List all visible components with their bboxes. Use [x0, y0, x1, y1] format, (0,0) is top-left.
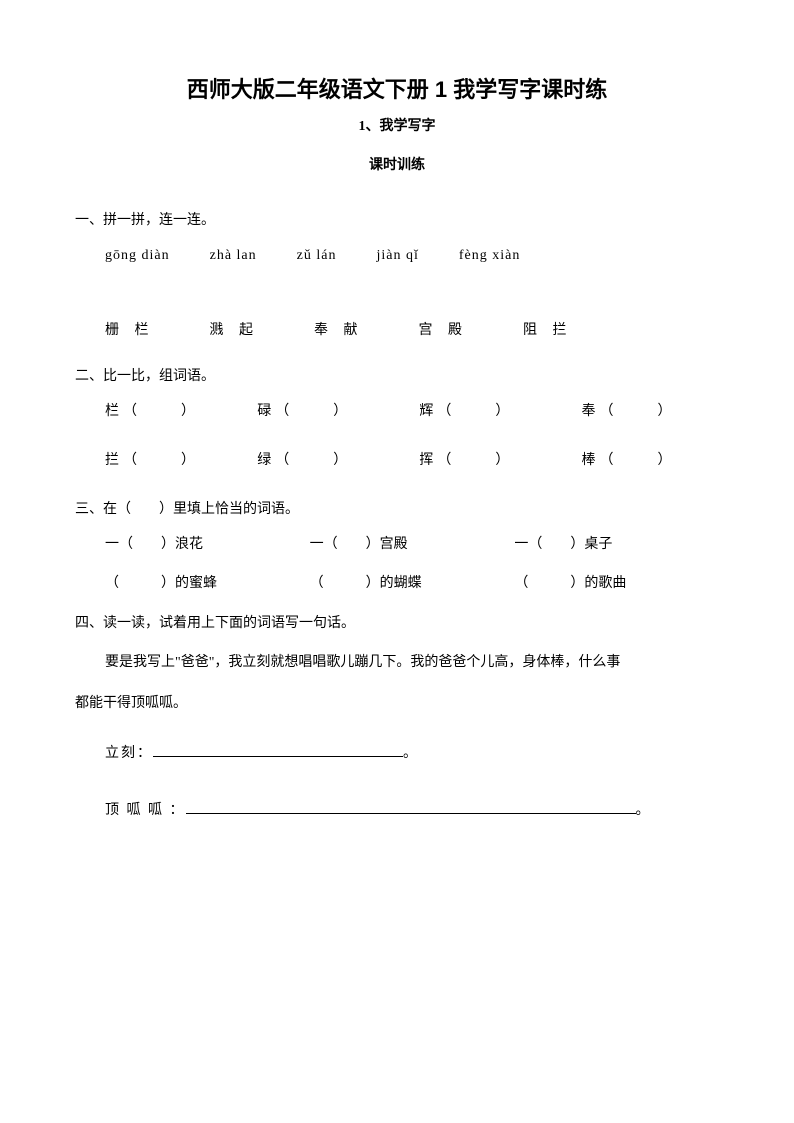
fill-item: （ ）的蝴蝶: [310, 571, 515, 596]
compare-item: 栏（）: [105, 399, 257, 424]
hanzi-4: 宫 殿: [419, 318, 469, 343]
period: 。: [403, 741, 417, 766]
pinyin-row: gōng diàn zhà lan zǔ lán jiàn qǐ fèng xi…: [75, 243, 719, 268]
main-title: 西师大版二年级语文下册 1 我学写字课时练: [75, 70, 719, 110]
compare-row-1: 栏（） 碌（） 辉（） 奉（）: [75, 399, 719, 424]
pinyin-3: zǔ lán: [297, 243, 337, 268]
subtitle: 1、我学写字: [75, 114, 719, 139]
compare-item: 棒（）: [581, 448, 719, 473]
subtitle2: 课时训练: [75, 153, 719, 178]
blank-label-2: 顶 呱 呱 ：: [105, 798, 186, 823]
blank-line-2: 顶 呱 呱 ： 。: [75, 798, 719, 823]
hanzi-5: 阻 拦: [523, 318, 573, 343]
fill-item: 一（ ）桌子: [514, 532, 719, 557]
paragraph-1: 要是我写上"爸爸"，我立刻就想唱唱歌儿蹦几下。我的爸爸个儿高，身体棒，什么事: [75, 646, 719, 680]
compare-item: 挥（）: [419, 448, 581, 473]
compare-item: 碌（）: [257, 399, 419, 424]
hanzi-1: 栅 栏: [105, 318, 155, 343]
fill-row-2: （ ）的蜜蜂 （ ）的蝴蝶 （ ）的歌曲: [75, 571, 719, 596]
fill-row-1: 一（ ）浪花 一（ ）宫殿 一（ ）桌子: [75, 532, 719, 557]
compare-row-2: 拦（） 绿（） 挥（） 棒（）: [75, 448, 719, 473]
fill-item: 一（ ）宫殿: [310, 532, 515, 557]
paragraph-2: 都能干得顶呱呱。: [75, 687, 719, 721]
section3-heading: 三、在（ ）里填上恰当的词语。: [75, 497, 719, 522]
blank-line-1: 立刻： 。: [75, 741, 719, 766]
pinyin-2: zhà lan: [210, 243, 257, 268]
pinyin-4: jiàn qǐ: [376, 243, 418, 268]
hanzi-2: 溅 起: [210, 318, 260, 343]
compare-item: 绿（）: [257, 448, 419, 473]
pinyin-1: gōng diàn: [105, 243, 170, 268]
hanzi-3: 奉 献: [314, 318, 364, 343]
fill-item: （ ）的歌曲: [514, 571, 719, 596]
compare-item: 辉（）: [419, 399, 581, 424]
section1-heading: 一、拼一拼，连一连。: [75, 208, 719, 233]
underline-2: [186, 813, 636, 814]
fill-item: （ ）的蜜蜂: [105, 571, 310, 596]
period: 。: [636, 798, 650, 823]
pinyin-5: fèng xiàn: [459, 243, 520, 268]
underline-1: [153, 756, 403, 757]
section2-heading: 二、比一比，组词语。: [75, 364, 719, 389]
fill-item: 一（ ）浪花: [105, 532, 310, 557]
compare-item: 奉（）: [581, 399, 719, 424]
section4-heading: 四、读一读，试着用上下面的词语写一句话。: [75, 611, 719, 636]
blank-label-1: 立刻：: [105, 741, 153, 766]
hanzi-row: 栅 栏 溅 起 奉 献 宫 殿 阻 拦: [75, 318, 719, 343]
compare-item: 拦（）: [105, 448, 257, 473]
